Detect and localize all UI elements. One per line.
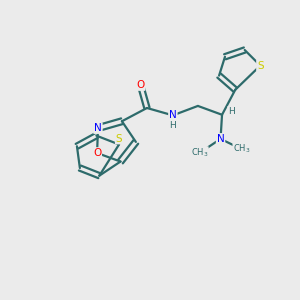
Text: O: O [93,148,101,158]
Text: S: S [116,134,122,144]
Text: N: N [94,123,102,133]
Text: N: N [169,110,177,120]
Text: O: O [136,80,145,90]
Text: H: H [169,121,176,130]
Text: S: S [257,61,264,70]
Text: N: N [217,134,224,144]
Text: CH$_3$: CH$_3$ [190,147,208,159]
Text: H: H [228,107,235,116]
Text: CH$_3$: CH$_3$ [233,143,250,155]
